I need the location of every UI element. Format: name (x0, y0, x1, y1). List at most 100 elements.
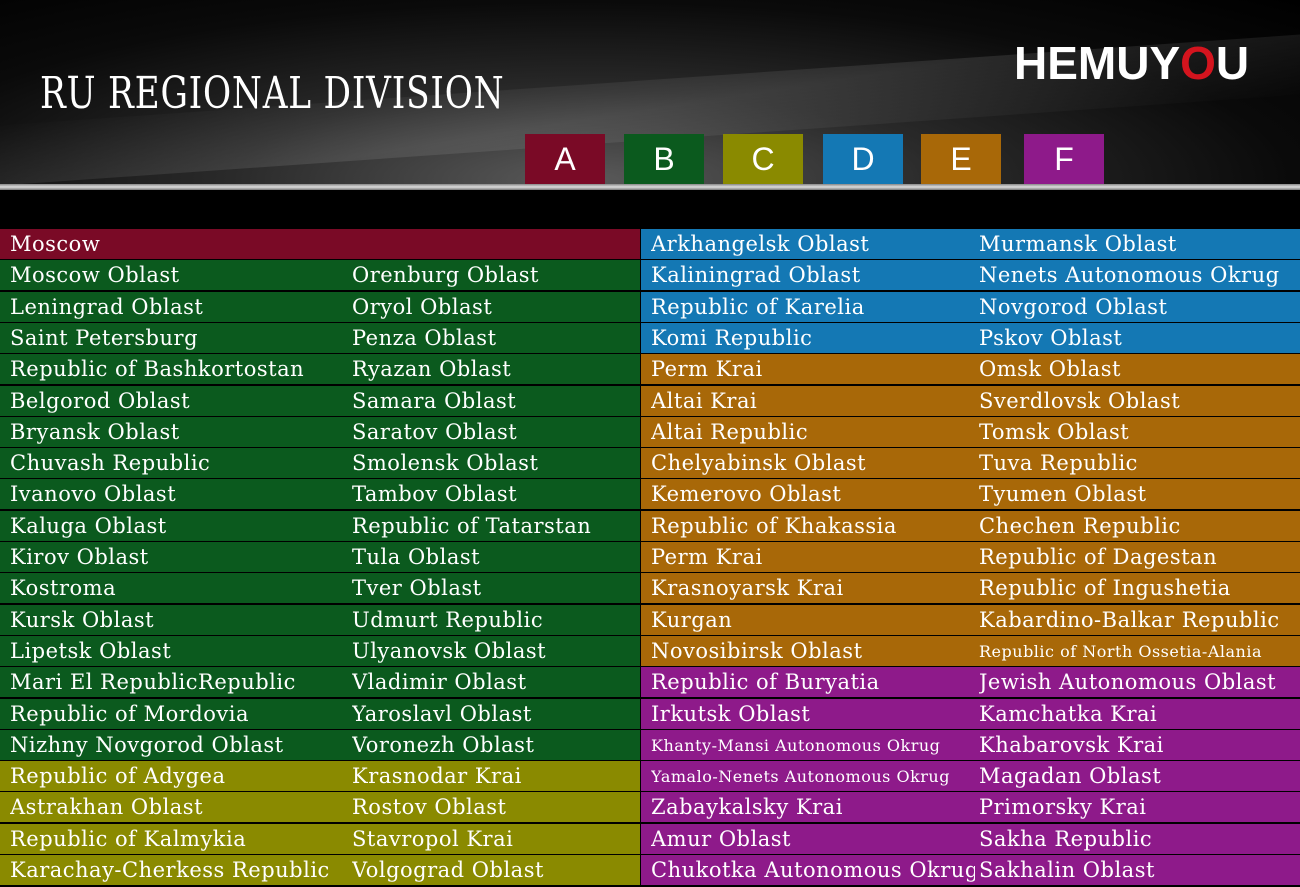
left-table-row (0, 292, 640, 323)
region-name: Perm Krai (651, 545, 763, 569)
region-name: Nenets Autonomous Okrug (979, 263, 1280, 287)
region-name: Primorsky Krai (979, 795, 1147, 819)
region-name: Republic of Ingushetia (979, 576, 1231, 600)
right-table-row (641, 792, 1300, 823)
right-table-row (641, 292, 1300, 323)
region-name: Samara Oblast (352, 389, 517, 413)
region-name: Kaluga Oblast (10, 514, 167, 538)
left-table-row (0, 229, 640, 260)
region-name: Chuvash Republic (10, 451, 211, 475)
region-name: Karachay-Cherkess Republic (10, 858, 330, 882)
legend-key-a: A (525, 134, 605, 184)
region-name: Kabardino-Balkar Republic (979, 608, 1280, 632)
region-name: Zabaykalsky Krai (651, 795, 843, 819)
left-table-row (0, 511, 640, 542)
region-name: Moscow Oblast (10, 263, 180, 287)
brand-logo: HEMUYOU (1014, 36, 1249, 90)
region-name: Sakha Republic (979, 827, 1153, 851)
region-name: Tver Oblast (352, 576, 482, 600)
region-table: Moscow Moscow Oblast Orenburg Oblast Lening… (0, 229, 1300, 887)
right-table-row (641, 417, 1300, 448)
region-name: Moscow (10, 232, 101, 256)
region-name: Bryansk Oblast (10, 420, 180, 444)
region-name: Republic of Khakassia (651, 514, 897, 538)
region-name: Arkhangelsk Oblast (651, 232, 870, 256)
region-name: Khanty-Mansi Autonomous Okrug (651, 736, 941, 755)
region-name: Novosibirsk Oblast (651, 639, 863, 663)
region-name: Kaliningrad Oblast (651, 263, 861, 287)
region-name: Altai Republic (651, 420, 809, 444)
left-table-row (0, 386, 640, 417)
region-name: Saratov Oblast (352, 420, 518, 444)
region-name: Novgorod Oblast (979, 295, 1168, 319)
region-name: Penza Oblast (352, 326, 497, 350)
region-name: Komi Republic (651, 326, 813, 350)
legend-key-b: B (624, 134, 704, 184)
right-table-row (641, 824, 1300, 855)
region-name: Altai Krai (651, 389, 758, 413)
legend-key-d: D (823, 134, 903, 184)
region-name: Nizhny Novgorod Oblast (10, 733, 284, 757)
region-name: Stavropol Krai (352, 827, 514, 851)
region-name: Chukotka Autonomous Okrug (651, 858, 975, 882)
logo-text-right: U (1215, 37, 1250, 89)
region-name: Astrakhan Oblast (10, 795, 204, 819)
region-name: Saint Petersburg (10, 326, 199, 350)
region-name: Republic of Tatarstan (352, 514, 592, 538)
region-name: Kirov Oblast (10, 545, 149, 569)
legend-key-e: E (921, 134, 1001, 184)
logo-text-o: O (1180, 37, 1216, 89)
region-name: Smolensk Oblast (352, 451, 539, 475)
left-table-row (0, 479, 640, 510)
region-name: Tuva Republic (979, 451, 1138, 475)
logo-text-left: HEMUY (1014, 37, 1181, 89)
region-name: Krasnoyarsk Krai (651, 576, 844, 600)
region-name: Oryol Oblast (352, 295, 493, 319)
region-name: Lipetsk Oblast (10, 639, 172, 663)
legend-key-f: F (1024, 134, 1104, 184)
region-name: Pskov Oblast (979, 326, 1123, 350)
region-name: Leningrad Oblast (10, 295, 204, 319)
region-name: Magadan Oblast (979, 764, 1162, 788)
region-name: Republic of Buryatia (651, 670, 880, 694)
right-table-row (641, 323, 1300, 354)
region-name: Sverdlovsk Oblast (979, 389, 1181, 413)
right-table-row (641, 667, 1300, 698)
header-gap (0, 196, 1300, 229)
right-table-row (641, 542, 1300, 573)
left-table-row (0, 542, 640, 573)
region-name: Voronezh Oblast (352, 733, 535, 757)
region-name: Tula Oblast (352, 545, 481, 569)
region-name: Udmurt Republic (352, 608, 544, 632)
region-name: Republic of Bashkortostan (10, 357, 305, 381)
region-name: Kamchatka Krai (979, 702, 1158, 726)
region-name: Republic of Mordovia (10, 702, 249, 726)
left-table-row (0, 448, 640, 479)
region-name: Krasnodar Krai (352, 764, 522, 788)
left-table-row (0, 824, 640, 855)
right-table-row (641, 448, 1300, 479)
right-table-row (641, 573, 1300, 604)
region-name: Rostov Oblast (352, 795, 507, 819)
page-title: RU REGIONAL DIVISION (40, 68, 505, 119)
right-table-row (641, 855, 1300, 886)
right-table-row (641, 699, 1300, 730)
right-table-row (641, 354, 1300, 385)
region-name: Omsk Oblast (979, 357, 1121, 381)
left-table-row (0, 792, 640, 823)
right-table-row (641, 260, 1300, 291)
left-table-row (0, 730, 640, 761)
region-name: Jewish Autonomous Oblast (979, 670, 1277, 694)
region-name: Kursk Oblast (10, 608, 155, 632)
region-name: Mari El RepublicRepublic (10, 670, 296, 694)
region-name: Sakhalin Oblast (979, 858, 1155, 882)
region-name: Tambov Oblast (352, 482, 518, 506)
left-table-row (0, 605, 640, 636)
region-name: Tomsk Oblast (979, 420, 1130, 444)
region-name: Ivanovo Oblast (10, 482, 177, 506)
right-table-row (641, 761, 1300, 792)
region-name: Republic of Adygea (10, 764, 226, 788)
region-name (352, 229, 636, 260)
left-table-row (0, 354, 640, 385)
